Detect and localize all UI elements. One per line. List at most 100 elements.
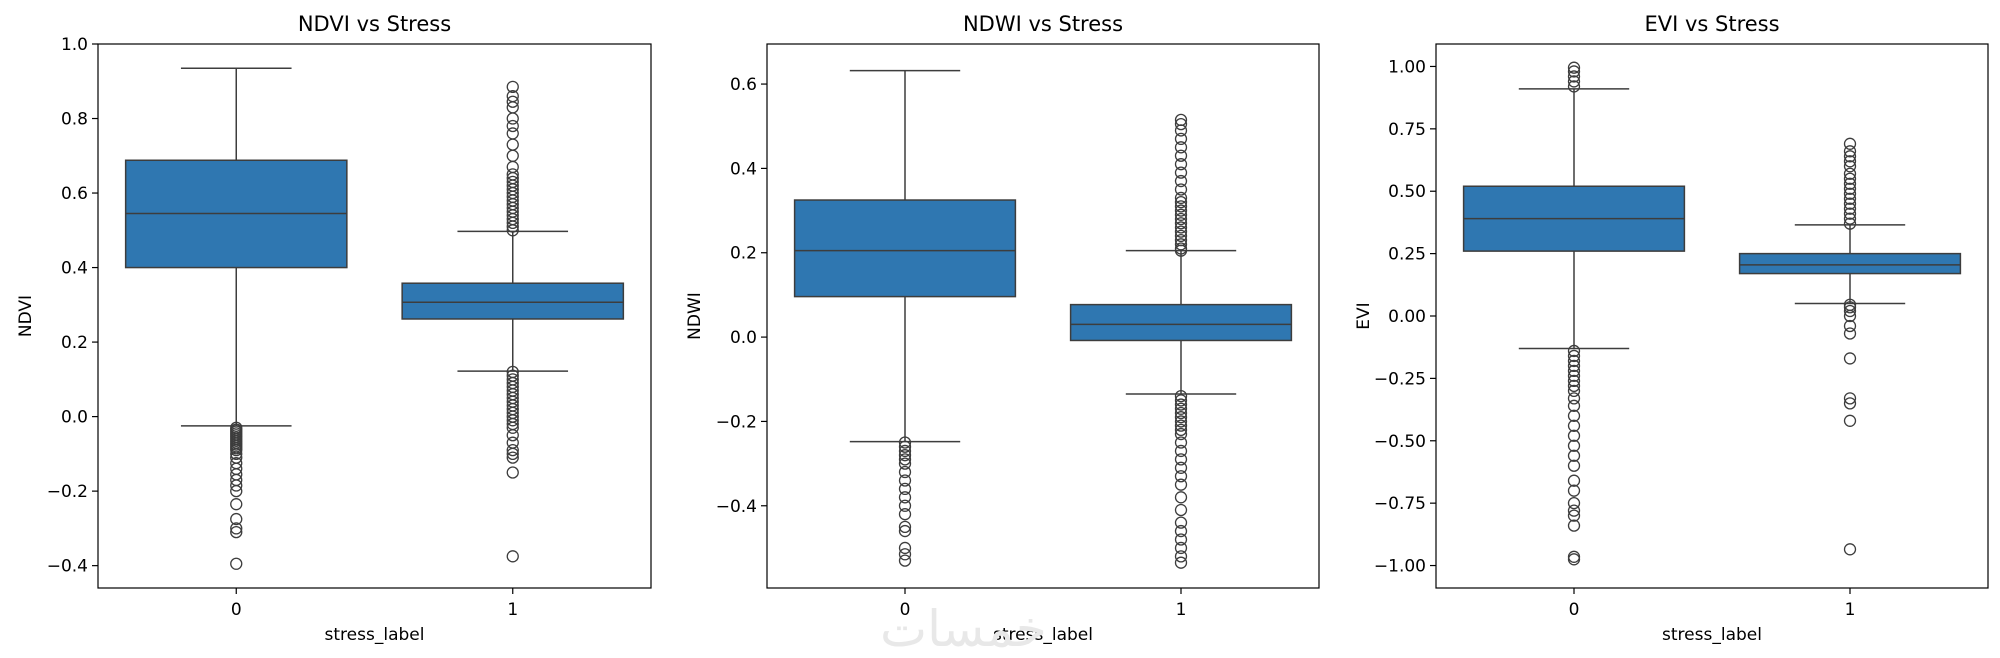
outlier-point (1567, 349, 1581, 363)
outlier-point (1174, 541, 1188, 555)
outlier-point (1174, 229, 1188, 243)
outlier-point (1843, 160, 1857, 173)
panel-evi: EVI vs Stress −1.00 −0.75 −0.50 −0.25 0.00 0.2… (1354, 12, 1989, 645)
outlier-point (1174, 491, 1188, 504)
outlier-point (898, 499, 912, 512)
outlier-point (1567, 519, 1581, 532)
outlier-point (1843, 543, 1857, 556)
outlier-point (898, 449, 912, 462)
x-axis-label: stress_label (993, 625, 1093, 645)
outlier-point (1174, 423, 1188, 437)
x-axis-label: stress_label (325, 625, 425, 645)
y-axis-label: EVI (1354, 302, 1374, 329)
outlier-point (1174, 411, 1188, 424)
outlier-point (1174, 149, 1188, 162)
outlier-point (230, 557, 243, 570)
x-axis-label: stress_label (1662, 625, 1762, 645)
outlier-point (1174, 242, 1188, 255)
plot-frame (97, 43, 652, 589)
outlier-point (1567, 374, 1581, 388)
watermark: خمسات (880, 600, 1047, 658)
outlier-point (1843, 150, 1857, 163)
outlier-point (898, 440, 912, 453)
outlier-point (898, 554, 912, 567)
outlier-point (1567, 364, 1581, 378)
outlier-point (1843, 352, 1857, 365)
box-group-1 (1069, 113, 1293, 569)
outlier-point (506, 95, 519, 108)
outlier-point (898, 508, 912, 521)
y-tick-label: −0.4 (716, 497, 757, 517)
outlier-point (1567, 419, 1581, 432)
outlier-point (506, 127, 519, 140)
outlier-point (1174, 427, 1188, 441)
outlier-point (1174, 191, 1188, 205)
outlier-point (1174, 166, 1188, 179)
outlier-point (506, 466, 519, 479)
y-tick-label: −0.75 (1374, 494, 1426, 514)
y-tick-label: 0.8 (61, 110, 88, 130)
outlier-point (1567, 392, 1581, 405)
outlier-point (1174, 556, 1188, 569)
outlier-point (230, 447, 243, 461)
x-tick-label: 1 (507, 600, 518, 620)
y-tick-label: 0.75 (1388, 120, 1426, 140)
outlier-point (1843, 167, 1857, 180)
outlier-point (1567, 439, 1581, 452)
plot-frame (766, 43, 1320, 589)
y-tick-label: 0.25 (1388, 245, 1426, 265)
outlier-point (1567, 553, 1581, 566)
outlier-point (1174, 419, 1188, 432)
outlier-point (1174, 217, 1188, 230)
outlier-point (1174, 503, 1188, 517)
y-tick-label: 0.0 (730, 328, 757, 348)
outlier-point (506, 168, 519, 181)
outlier-point (1843, 137, 1857, 150)
outlier-point (1567, 504, 1581, 517)
outlier-point (1843, 202, 1857, 215)
outlier-point (230, 443, 243, 457)
outlier-point (1174, 174, 1188, 188)
outlier-point (1567, 344, 1581, 358)
outlier-point (1843, 309, 1857, 323)
y-tick-label: −0.50 (1374, 432, 1426, 452)
outlier-point (1174, 398, 1188, 411)
box-group-1 (401, 80, 625, 563)
outlier-point (1174, 550, 1188, 563)
outlier-point (1567, 459, 1581, 472)
outlier-point (1567, 484, 1581, 497)
outlier-point (506, 421, 519, 434)
outlier-point (1843, 182, 1857, 195)
x-tick-label: 1 (1845, 600, 1856, 620)
outlier-point (1174, 436, 1188, 449)
y-tick-label: −0.25 (1374, 369, 1426, 389)
outlier-point (1843, 172, 1857, 185)
outlier-point (1174, 132, 1188, 146)
outlier-point (506, 414, 519, 427)
y-tick-label: 0.2 (730, 244, 757, 264)
outlier-point (1174, 183, 1188, 196)
outlier-point (1174, 394, 1188, 407)
outlier-point (1567, 449, 1581, 462)
outlier-point (1843, 155, 1857, 168)
outlier-point (1567, 497, 1581, 510)
outlier-point (1567, 80, 1581, 93)
outlier-point (1843, 217, 1857, 230)
outlier-point (506, 90, 519, 103)
outlier-point (898, 474, 912, 487)
outlier-point (506, 80, 519, 93)
outlier-point (898, 524, 912, 538)
outlier-point (1843, 397, 1857, 410)
outlier-point (1843, 301, 1857, 314)
iqr-box (1738, 252, 1962, 275)
x-tick-label: 0 (900, 600, 911, 620)
outlier-point (1843, 212, 1857, 225)
plot-frame (1435, 43, 1989, 589)
box-group-0 (124, 67, 348, 570)
outlier-point (1174, 212, 1188, 226)
outlier-point (1174, 208, 1188, 221)
outlier-point (230, 479, 243, 492)
outlier-point (230, 522, 243, 535)
x-tick-label: 0 (231, 600, 242, 620)
outlier-point (230, 498, 243, 511)
